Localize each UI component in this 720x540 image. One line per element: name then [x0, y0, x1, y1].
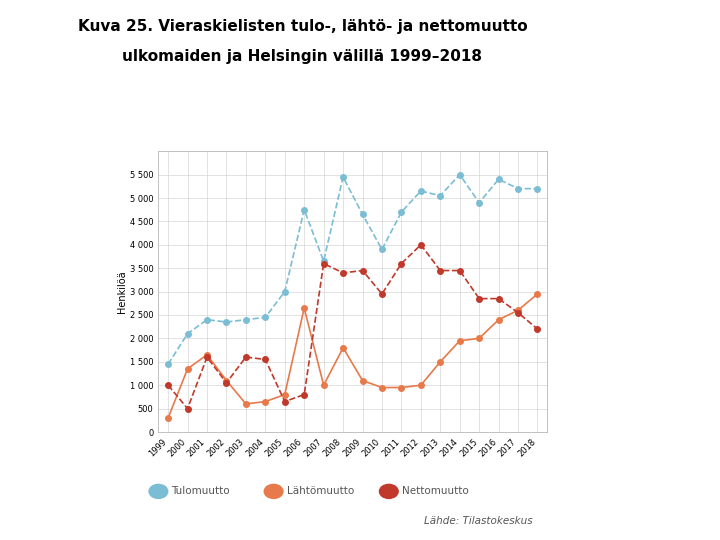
Text: ulkomaiden ja Helsingin välillä 1999–2018: ulkomaiden ja Helsingin välillä 1999–201… [122, 49, 482, 64]
Y-axis label: Henkilöä: Henkilöä [117, 271, 127, 313]
Text: Kuva 25. Vieraskielisten tulo-, lähtö- ja nettomuutto: Kuva 25. Vieraskielisten tulo-, lähtö- j… [78, 19, 527, 34]
Text: Lähtömuutto: Lähtömuutto [287, 487, 354, 496]
Text: Tulomuutto: Tulomuutto [171, 487, 230, 496]
Text: Lähde: Tilastokeskus: Lähde: Tilastokeskus [424, 516, 533, 526]
Text: Helsinki: Helsinki [27, 515, 63, 524]
Text: Nettomuutto: Nettomuutto [402, 487, 469, 496]
